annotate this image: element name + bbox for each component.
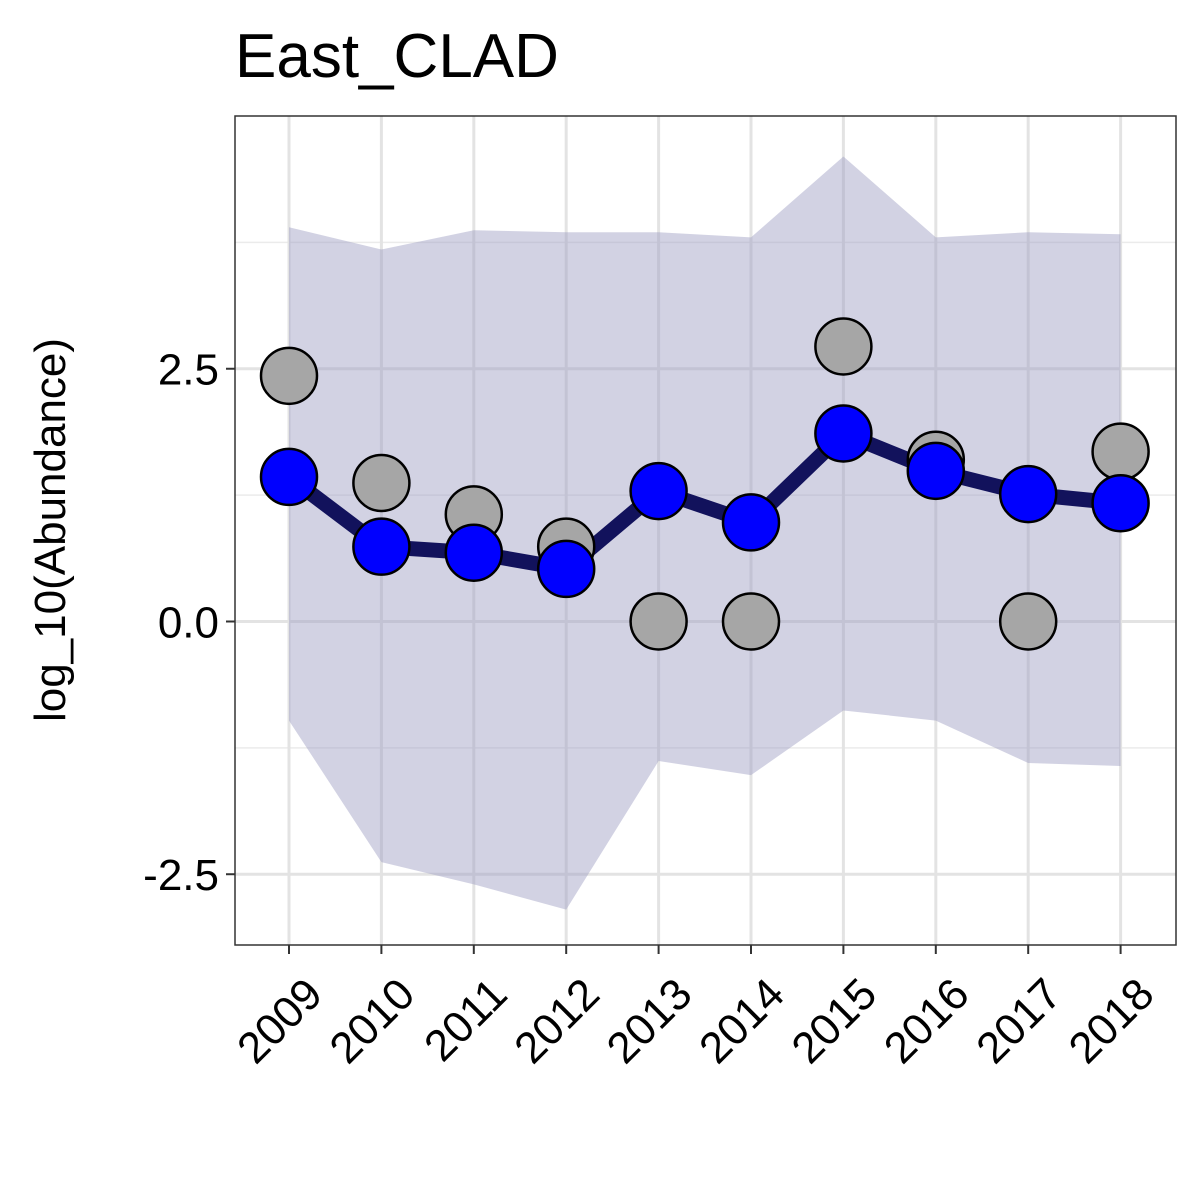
y-tick-label: -2.5: [143, 851, 219, 900]
x-tick-label: 2011: [415, 969, 517, 1071]
fitted-point: [998, 464, 1058, 524]
grid: [235, 116, 1176, 945]
y-axis: -2.5 0.0 2.5: [143, 346, 235, 900]
fitted-point: [352, 517, 411, 576]
fitted-point: [814, 404, 873, 463]
x-tick-label: 2015: [782, 969, 886, 1073]
chart-title: East_CLAD: [235, 22, 559, 91]
x-tick-label: 2012: [505, 969, 609, 1073]
observed-point: [721, 592, 781, 651]
fitted-point: [444, 523, 504, 582]
x-tick-label: 2013: [598, 969, 702, 1073]
fitted-point: [629, 461, 688, 521]
x-tick-label: 2014: [690, 969, 794, 1073]
x-tick-label: 2017: [967, 969, 1071, 1073]
observed-point: [814, 317, 873, 376]
x-tick-label: 2018: [1060, 969, 1164, 1073]
y-tick-label: 2.5: [158, 346, 219, 395]
fitted-point: [536, 539, 596, 599]
y-tick-label: 0.0: [158, 598, 219, 647]
observed-point: [1091, 422, 1150, 481]
fitted-point: [259, 447, 319, 507]
fitted-line: [281, 425, 1129, 577]
observed-point: [259, 346, 319, 406]
confidence-band: [289, 156, 1121, 910]
x-tick-label: 2010: [320, 969, 424, 1073]
x-tick-label: 2009: [228, 969, 332, 1073]
series-lines: [281, 425, 1129, 577]
observed-point: [998, 592, 1058, 651]
confidence-band-area: [289, 156, 1121, 910]
series-points: [259, 317, 1150, 651]
fitted-point: [906, 441, 966, 501]
fitted-point: [721, 493, 781, 552]
x-tick-label: 2016: [875, 969, 979, 1073]
observed-point: [629, 592, 688, 651]
y-axis-label: log_10(Abundance): [26, 338, 75, 722]
panel-border: [234, 115, 1177, 946]
observed-point: [352, 453, 411, 513]
fitted-point: [1091, 473, 1150, 533]
